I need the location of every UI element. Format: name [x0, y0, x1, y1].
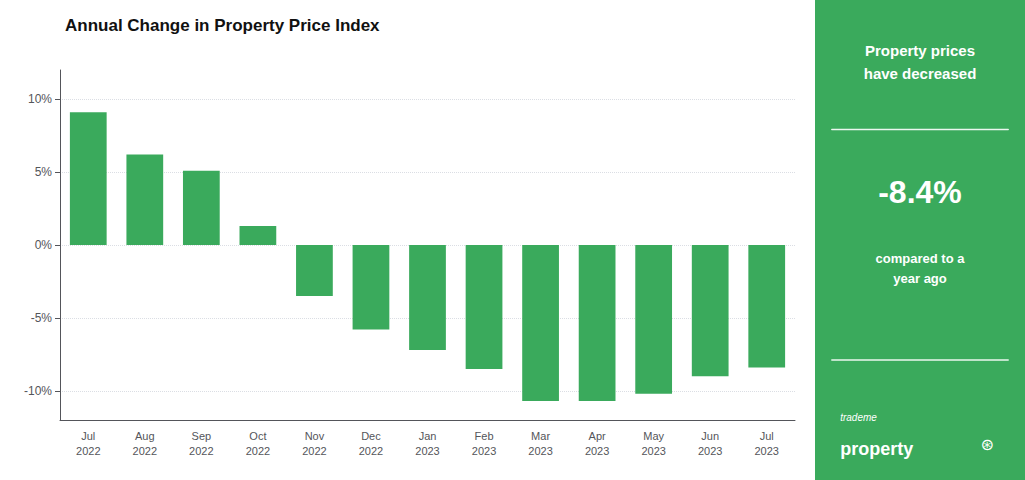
svg-text:Jan: Jan [419, 430, 437, 442]
svg-text:Sep: Sep [192, 430, 212, 442]
svg-text:2023: 2023 [641, 445, 665, 457]
svg-text:2022: 2022 [189, 445, 213, 457]
svg-text:Aug: Aug [135, 430, 155, 442]
svg-text:2023: 2023 [415, 445, 439, 457]
svg-text:Oct: Oct [249, 430, 266, 442]
svg-text:Jul: Jul [760, 430, 774, 442]
svg-text:year ago: year ago [893, 271, 947, 286]
svg-text:-8.4%: -8.4% [878, 174, 962, 210]
svg-text:2023: 2023 [472, 445, 496, 457]
svg-text:compared to a: compared to a [876, 251, 966, 266]
svg-text:property: property [840, 439, 913, 459]
svg-text:have decreased: have decreased [864, 65, 977, 82]
svg-text:2022: 2022 [359, 445, 383, 457]
svg-text:Nov: Nov [305, 430, 325, 442]
svg-text:0%: 0% [35, 238, 53, 252]
svg-text:-10%: -10% [24, 384, 52, 398]
svg-text:2023: 2023 [754, 445, 778, 457]
svg-text:2022: 2022 [302, 445, 326, 457]
svg-text:2023: 2023 [585, 445, 609, 457]
svg-text:trademe: trademe [840, 412, 877, 423]
svg-text:Jun: Jun [701, 430, 719, 442]
svg-text:Dec: Dec [361, 430, 381, 442]
svg-text:Annual Change in Property Pric: Annual Change in Property Price Index [65, 16, 380, 35]
svg-text:2022: 2022 [246, 445, 270, 457]
svg-text:2023: 2023 [698, 445, 722, 457]
svg-text:May: May [643, 430, 664, 442]
svg-text:2022: 2022 [76, 445, 100, 457]
svg-text:2022: 2022 [133, 445, 157, 457]
svg-text:Jul: Jul [81, 430, 95, 442]
svg-text:⊛: ⊛ [980, 435, 993, 454]
svg-text:Feb: Feb [475, 430, 494, 442]
svg-text:10%: 10% [28, 92, 52, 106]
svg-text:2023: 2023 [528, 445, 552, 457]
svg-text:Mar: Mar [531, 430, 550, 442]
svg-text:Property prices: Property prices [865, 42, 975, 59]
svg-text:5%: 5% [35, 165, 53, 179]
svg-text:Apr: Apr [589, 430, 606, 442]
svg-text:-5%: -5% [31, 311, 53, 325]
